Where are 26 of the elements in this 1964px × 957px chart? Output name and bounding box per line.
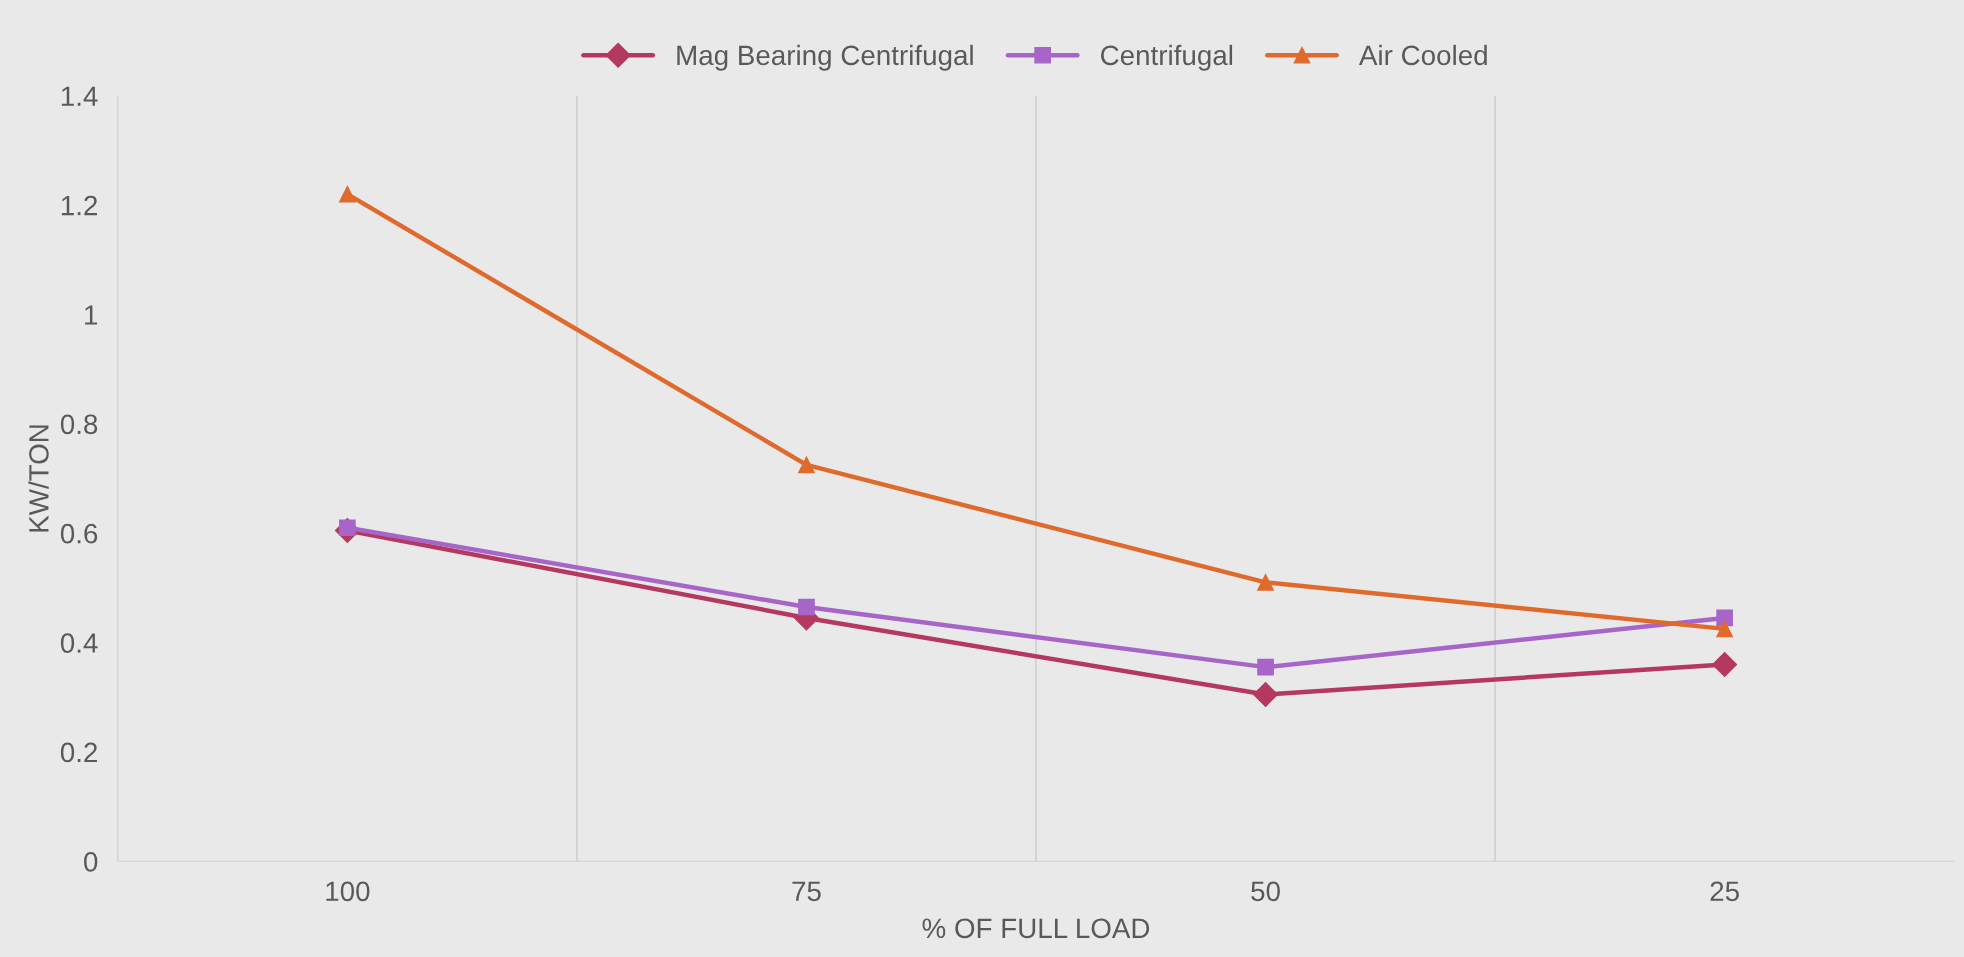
point — [1253, 682, 1279, 707]
point — [339, 185, 356, 203]
y-tick-label: 0.4 — [60, 633, 98, 653]
y-tick-label: 1 — [85, 305, 98, 325]
legend-label: Air Cooled — [1358, 44, 1487, 66]
y-tick-label: 0 — [84, 851, 98, 872]
y-tick-label: 1.2 — [61, 195, 97, 216]
point — [1257, 574, 1274, 591]
y-tick-label: 0.2 — [60, 742, 97, 763]
y-axis-title: KW/TON — [28, 425, 49, 532]
point — [1712, 651, 1738, 677]
point — [798, 456, 815, 474]
point — [798, 598, 815, 616]
point — [1716, 620, 1733, 638]
point — [1716, 609, 1733, 627]
x-tick-label: 25 — [1710, 881, 1739, 902]
x-tick-label: 50 — [1251, 881, 1280, 902]
x-tick-label: 75 — [792, 881, 821, 902]
x-axis-title: % OF FULL LOAD — [922, 918, 1150, 939]
legend-label: Centrifugal — [1101, 44, 1233, 71]
x-tick-label: 100 — [326, 881, 370, 902]
y-tick-label: 0.6 — [60, 523, 98, 544]
point — [1257, 658, 1274, 676]
legend-label: Mag Bearing Centrifugal — [677, 44, 973, 71]
y-tick-label: 0.8 — [60, 414, 98, 435]
y-tick-label: 1.4 — [61, 86, 98, 106]
